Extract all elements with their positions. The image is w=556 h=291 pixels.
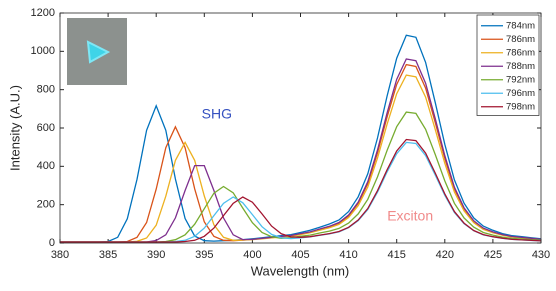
x-tick-label: 385 [99, 249, 117, 261]
y-tick-label: 200 [37, 199, 55, 211]
legend-label: 792nm [506, 74, 535, 85]
y-tick-label: 1000 [31, 45, 55, 57]
series-line [60, 138, 542, 243]
x-tick-label: 390 [147, 249, 165, 261]
series-line [60, 74, 542, 243]
legend-label: 786nm [506, 47, 535, 58]
legend: 784nm 786nm 786nm 788nm 792nm 796nm 798nm [476, 14, 540, 116]
annotation: Exciton [387, 208, 433, 224]
legend-label: 798nm [506, 101, 535, 112]
legend-label: 796nm [506, 88, 535, 99]
x-tick-label: 380 [51, 249, 69, 261]
x-tick-label: 400 [243, 249, 261, 261]
annotation: SHG [202, 106, 232, 122]
y-tick-label: 1200 [31, 7, 55, 19]
y-tick-label: 400 [37, 160, 55, 172]
y-tick-label: 600 [37, 122, 55, 134]
y-axis-label: Intensity (A.U.) [7, 85, 22, 171]
legend-label: 788nm [506, 61, 535, 72]
x-axis-label: Wavelength (nm) [251, 263, 350, 278]
x-tick-label: 405 [291, 249, 309, 261]
inset-image [67, 18, 127, 85]
x-tick-label: 395 [195, 249, 213, 261]
x-tick-label: 415 [388, 249, 406, 261]
x-tick-label: 430 [532, 249, 550, 261]
x-tick-label: 425 [484, 249, 502, 261]
plot-area [60, 13, 541, 243]
x-tick-label: 410 [339, 249, 357, 261]
legend-label: 784nm [506, 20, 535, 31]
inset-triangle [86, 40, 111, 64]
series-line [60, 34, 542, 243]
legend-box [476, 14, 540, 116]
axes-box [59, 12, 542, 244]
x-tick-label: 420 [436, 249, 454, 261]
legend-label: 786nm [506, 34, 535, 45]
y-tick-label: 800 [37, 84, 55, 96]
y-tick-label: 0 [49, 237, 55, 249]
